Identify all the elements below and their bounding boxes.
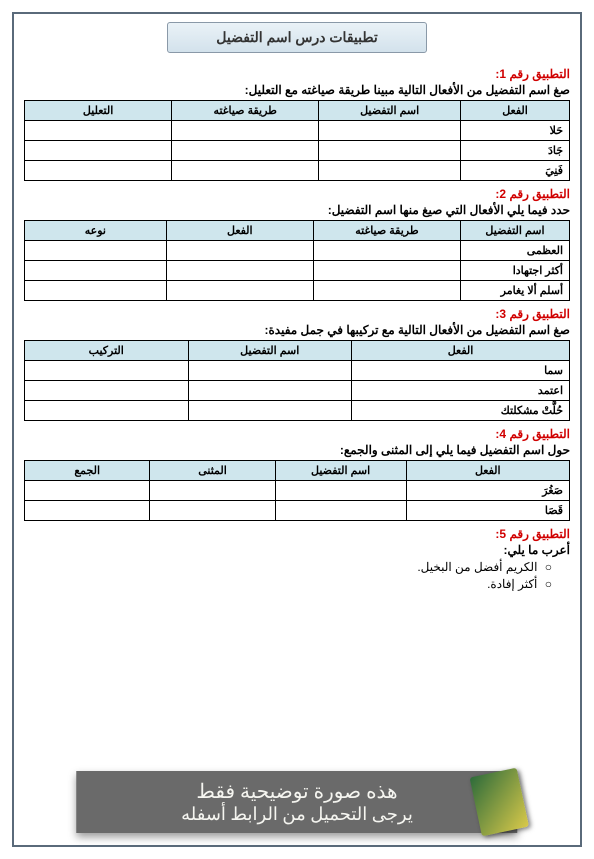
th: الفعل <box>352 341 570 361</box>
th: المثنى <box>150 461 275 481</box>
page-border: تطبيقات درس اسم التفضيل التطبيق رقم 1: ص… <box>12 12 582 847</box>
table-row: حُلَّتْ مشكلتك <box>25 401 570 421</box>
section-2-instruction: حدد فيما يلي الأفعال التي صيغ منها اسم ا… <box>24 203 570 217</box>
table-row: حَلا <box>25 121 570 141</box>
table-row: العظمى <box>25 241 570 261</box>
th: طريقة صياغته <box>172 101 319 121</box>
td <box>25 261 167 281</box>
td <box>25 141 172 161</box>
td: أكثر اجتهادا <box>461 261 570 281</box>
td <box>25 361 189 381</box>
th: طريقة صياغته <box>313 221 460 241</box>
th: التركيب <box>25 341 189 361</box>
section-2-label: التطبيق رقم 2: <box>24 187 570 201</box>
td <box>172 141 319 161</box>
section-4-label: التطبيق رقم 4: <box>24 427 570 441</box>
th: الفعل <box>461 101 570 121</box>
table-row: فَنِيَ <box>25 161 570 181</box>
td <box>275 501 406 521</box>
td: حُلَّتْ مشكلتك <box>352 401 570 421</box>
section-4-instruction: حول اسم التفضيل فيما يلي إلى المثنى والج… <box>24 443 570 457</box>
td <box>25 501 150 521</box>
table-row: أكثر اجتهادا <box>25 261 570 281</box>
table-row: جَادَ <box>25 141 570 161</box>
td <box>25 481 150 501</box>
td <box>313 261 460 281</box>
td <box>172 121 319 141</box>
td <box>166 281 313 301</box>
table-row: اعتمد <box>25 381 570 401</box>
td <box>319 121 461 141</box>
td: فَنِيَ <box>461 161 570 181</box>
td <box>188 361 352 381</box>
td: جَادَ <box>461 141 570 161</box>
section-5-label: التطبيق رقم 5: <box>24 527 570 541</box>
th: الجمع <box>25 461 150 481</box>
section-1-instruction: صغ اسم التفضيل من الأفعال التالية مبينا … <box>24 83 570 97</box>
td <box>25 401 189 421</box>
table-row: سما <box>25 361 570 381</box>
td <box>188 381 352 401</box>
section-1-label: التطبيق رقم 1: <box>24 67 570 81</box>
td: سما <box>352 361 570 381</box>
bullet-item: الكريم أفضل من البخيل. <box>24 560 552 574</box>
bullet-list: الكريم أفضل من البخيل. أكثر إفادة. <box>24 560 570 591</box>
footer-logo-icon <box>470 768 529 837</box>
table-header-row: الفعل اسم التفضيل طريقة صياغته التعليل <box>25 101 570 121</box>
td <box>319 161 461 181</box>
td <box>25 381 189 401</box>
th: التعليل <box>25 101 172 121</box>
th: اسم التفضيل <box>188 341 352 361</box>
section-3-instruction: صغ اسم التفضيل من الأفعال التالية مع ترك… <box>24 323 570 337</box>
td: العظمى <box>461 241 570 261</box>
table-row: صَغُرَ <box>25 481 570 501</box>
td <box>188 401 352 421</box>
th: اسم التفضيل <box>275 461 406 481</box>
page-title: تطبيقات درس اسم التفضيل <box>167 22 427 53</box>
footer-banner: هذه صورة توضيحية فقط يرجى التحميل من الر… <box>76 771 517 833</box>
td <box>313 241 460 261</box>
table-4: الفعل اسم التفضيل المثنى الجمع صَغُرَ قَ… <box>24 460 570 521</box>
td: أسلم ألا يغامر <box>461 281 570 301</box>
td <box>25 161 172 181</box>
td <box>313 281 460 301</box>
td <box>166 241 313 261</box>
td: صَغُرَ <box>406 481 570 501</box>
td: حَلا <box>461 121 570 141</box>
td <box>166 261 313 281</box>
table-header-row: اسم التفضيل طريقة صياغته الفعل نوعه <box>25 221 570 241</box>
th: الفعل <box>166 221 313 241</box>
td <box>172 161 319 181</box>
table-header-row: الفعل اسم التفضيل المثنى الجمع <box>25 461 570 481</box>
section-3-label: التطبيق رقم 3: <box>24 307 570 321</box>
bullet-item: أكثر إفادة. <box>24 577 552 591</box>
td <box>150 481 275 501</box>
th: اسم التفضيل <box>461 221 570 241</box>
section-5-instruction: أعرب ما يلي: <box>24 543 570 557</box>
th: اسم التفضيل <box>319 101 461 121</box>
td <box>25 281 167 301</box>
td <box>25 121 172 141</box>
td <box>275 481 406 501</box>
table-header-row: الفعل اسم التفضيل التركيب <box>25 341 570 361</box>
th: الفعل <box>406 461 570 481</box>
td: اعتمد <box>352 381 570 401</box>
table-row: قَصَا <box>25 501 570 521</box>
table-1: الفعل اسم التفضيل طريقة صياغته التعليل ح… <box>24 100 570 181</box>
table-row: أسلم ألا يغامر <box>25 281 570 301</box>
footer-line1: هذه صورة توضيحية فقط <box>82 779 511 804</box>
td <box>25 241 167 261</box>
td <box>319 141 461 161</box>
td: قَصَا <box>406 501 570 521</box>
table-2: اسم التفضيل طريقة صياغته الفعل نوعه العظ… <box>24 220 570 301</box>
footer-line2: يرجى التحميل من الرابط أسفله <box>82 804 511 825</box>
td <box>150 501 275 521</box>
table-3: الفعل اسم التفضيل التركيب سما اعتمد حُلَ… <box>24 340 570 421</box>
th: نوعه <box>25 221 167 241</box>
